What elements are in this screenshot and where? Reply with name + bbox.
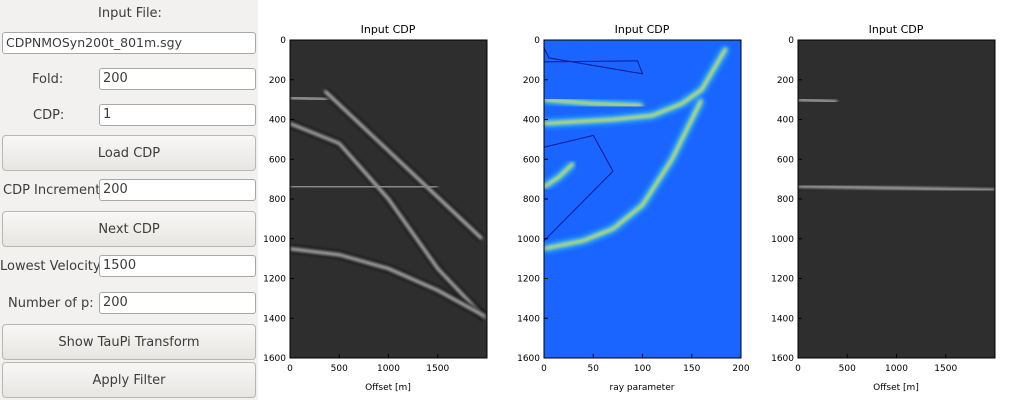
- y-tick-label: 800: [523, 195, 540, 205]
- y-tick-label: 1400: [517, 314, 540, 324]
- y-tick-label: 1600: [517, 354, 540, 364]
- y-tick-label: 200: [523, 76, 540, 86]
- x-tick-label: 0: [287, 364, 293, 374]
- plot-xlabel: Offset [m]: [365, 383, 411, 393]
- x-tick-label: 150: [683, 364, 700, 374]
- control-panel: Input File: CDPNMOSyn200t_801m.sgy Fold:…: [0, 0, 258, 400]
- number-of-p-label: Number of p:: [8, 296, 94, 311]
- y-tick-label: 800: [777, 195, 794, 205]
- fold-input[interactable]: 200: [99, 68, 256, 90]
- plot-xlabel: ray parameter: [610, 383, 675, 393]
- cdp-input[interactable]: 1: [99, 104, 256, 126]
- y-tick-label: 800: [269, 195, 286, 205]
- event-curve: [290, 122, 486, 320]
- cdp-increment-label: CDP Increment:: [3, 183, 105, 198]
- y-tick-label: 1600: [771, 354, 794, 364]
- y-tick-label: 1000: [517, 235, 540, 245]
- y-tick-label: 600: [269, 155, 286, 165]
- x-tick-label: 1000: [885, 364, 908, 374]
- event-curve: [544, 98, 643, 107]
- input-file-field[interactable]: CDPNMOSyn200t_801m.sgy: [2, 32, 256, 54]
- y-tick-label: 1200: [771, 275, 794, 285]
- plot-filtered-cdp: Input CDP Offset [m] 0 500 1000 1500 0 200 400…: [771, 23, 996, 393]
- y-tick-label: 1000: [771, 235, 794, 245]
- y-tick-label: 600: [777, 155, 794, 165]
- y-tick-label: 1200: [517, 275, 540, 285]
- event-curve: [544, 162, 575, 189]
- plot-title: Input CDP: [361, 23, 416, 36]
- x-tick-label: 50: [588, 364, 600, 374]
- event-curve: [544, 99, 703, 250]
- y-tick-label: 1200: [263, 275, 286, 285]
- event-curve: [544, 47, 728, 125]
- plot-content: [290, 88, 487, 321]
- plot-content: [544, 46, 730, 253]
- y-tick-label: 1600: [263, 354, 286, 364]
- y-tick-label: 1400: [263, 314, 286, 324]
- fold-label: Fold:: [32, 72, 64, 87]
- y-tick-label: 0: [280, 36, 286, 46]
- event-curve: [798, 184, 995, 192]
- x-tick-label: 500: [839, 364, 856, 374]
- plots-area: Input CDP Offset [m] 0 500 1000 15000200400…: [263, 23, 996, 393]
- lowest-velocity-label: Lowest Velocity:: [0, 259, 105, 274]
- apply-filter-button[interactable]: Apply Filter: [2, 362, 256, 398]
- lowest-velocity-input[interactable]: 1500: [99, 255, 256, 277]
- next-cdp-button[interactable]: Next CDP: [2, 211, 256, 247]
- event-curve: [290, 184, 438, 189]
- plot-xlabel: Offset [m]: [873, 383, 919, 393]
- cdp-increment-input[interactable]: 200: [99, 179, 256, 201]
- mute-polygon: [544, 47, 644, 75]
- x-tick-label: 0: [795, 364, 801, 374]
- x-tick-label: 200: [732, 364, 749, 374]
- plot-background: [798, 40, 995, 358]
- mute-polygon: [544, 134, 614, 242]
- x-tick-label: 1000: [377, 364, 400, 374]
- y-tick-label: 400: [269, 116, 286, 126]
- input-file-label: Input File:: [98, 6, 162, 21]
- plot-tau-p-transform: Input CDP ray parameter 0 50 100 150 200 0 200…: [517, 23, 750, 393]
- number-of-p-input[interactable]: 200: [99, 292, 256, 314]
- plot-title: Input CDP: [615, 23, 670, 36]
- event-curve: [290, 96, 330, 101]
- plot-content: [798, 96, 995, 194]
- y-tick-label: 400: [523, 116, 540, 126]
- show-taupi-transform-button[interactable]: Show TauPi Transform: [2, 324, 256, 360]
- y-tick-label: 1000: [263, 235, 286, 245]
- y-tick-label: 1400: [771, 314, 794, 324]
- y-tick-label: 200: [269, 76, 286, 86]
- x-tick-label: 1500: [426, 364, 449, 374]
- load-cdp-button[interactable]: Load CDP: [2, 135, 256, 171]
- x-tick-label: 100: [634, 364, 651, 374]
- event-curve: [323, 89, 483, 240]
- event-curve: [290, 247, 486, 318]
- y-tick-label: 600: [523, 155, 540, 165]
- y-tick-label: 0: [534, 36, 540, 46]
- plot-input-cdp-offset: Input CDP Offset [m] 0 500 1000 1500 0 200 400…: [263, 23, 488, 393]
- y-tick-label: 400: [777, 116, 794, 126]
- x-tick-label: 500: [331, 364, 348, 374]
- x-tick-label: 0: [541, 364, 547, 374]
- y-tick-label: 200: [777, 76, 794, 86]
- x-tick-label: 1500: [934, 364, 957, 374]
- cdp-label: CDP:: [33, 108, 65, 123]
- y-tick-label: 0: [788, 36, 794, 46]
- event-curve: [798, 98, 838, 103]
- plot-title: Input CDP: [869, 23, 924, 36]
